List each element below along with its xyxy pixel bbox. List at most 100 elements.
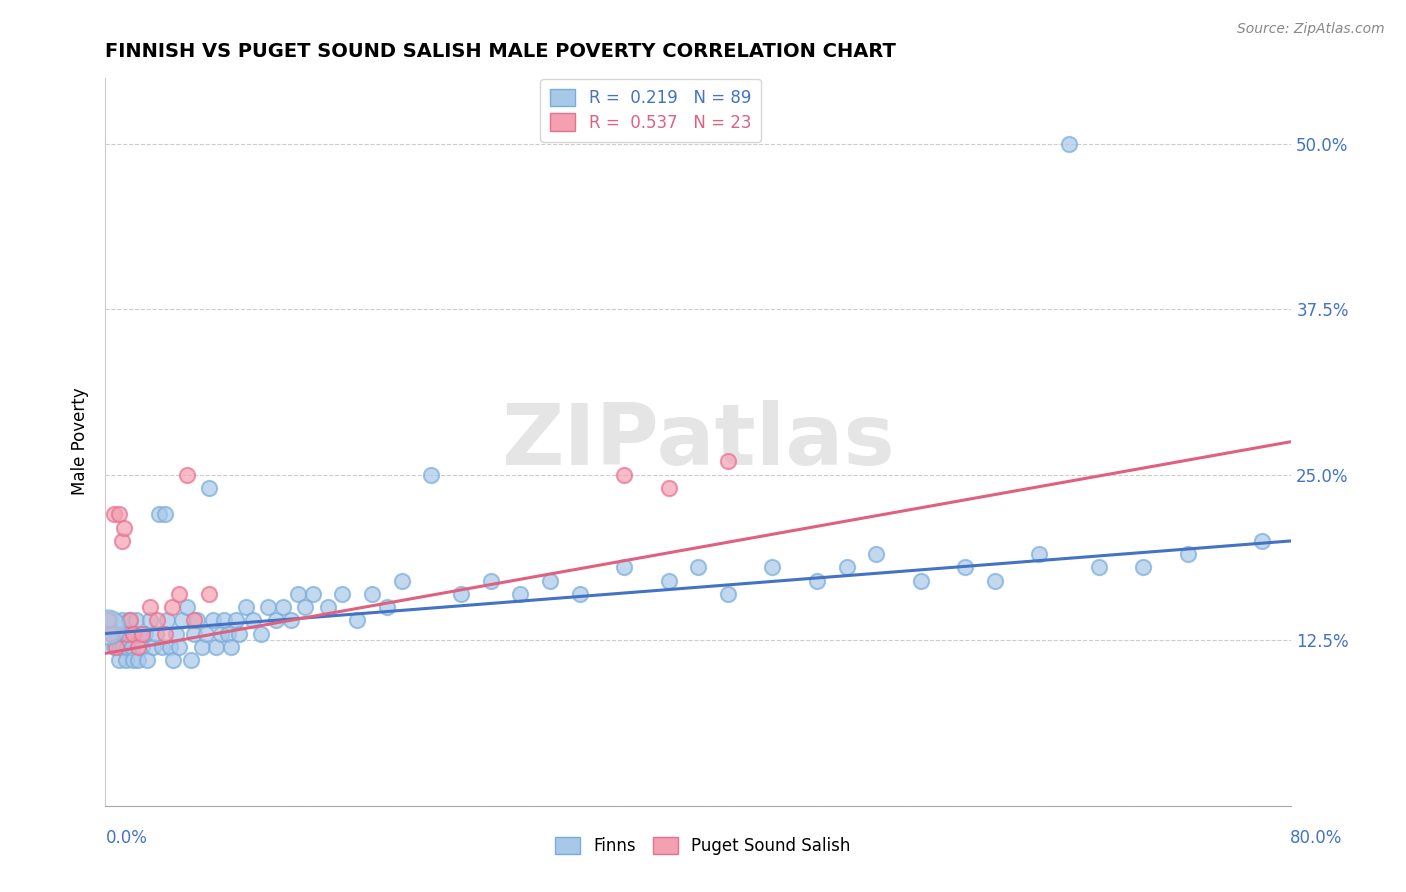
Point bbox=[120, 626, 142, 640]
Point bbox=[153, 626, 176, 640]
Point bbox=[195, 626, 218, 640]
Point bbox=[172, 613, 194, 627]
Point bbox=[212, 613, 235, 627]
Point bbox=[1132, 560, 1154, 574]
Point bbox=[134, 626, 156, 640]
Legend: Finns, Puget Sound Salish: Finns, Puget Sound Salish bbox=[548, 830, 858, 862]
Point bbox=[107, 508, 129, 522]
Point bbox=[717, 587, 740, 601]
Point bbox=[228, 626, 250, 640]
Point bbox=[479, 574, 502, 588]
Point bbox=[301, 587, 323, 601]
Point bbox=[103, 508, 125, 522]
Point bbox=[160, 600, 183, 615]
Point bbox=[115, 653, 138, 667]
Point bbox=[148, 508, 170, 522]
Point bbox=[1087, 560, 1109, 574]
Point bbox=[361, 587, 384, 601]
Point bbox=[205, 640, 228, 654]
Point bbox=[153, 508, 176, 522]
Text: FINNISH VS PUGET SOUND SALISH MALE POVERTY CORRELATION CHART: FINNISH VS PUGET SOUND SALISH MALE POVER… bbox=[105, 42, 896, 61]
Point bbox=[107, 653, 129, 667]
Text: Source: ZipAtlas.com: Source: ZipAtlas.com bbox=[1237, 22, 1385, 37]
Point bbox=[225, 613, 247, 627]
Point bbox=[217, 626, 239, 640]
Point bbox=[110, 613, 132, 627]
Point bbox=[509, 587, 531, 601]
Point bbox=[131, 626, 153, 640]
Point bbox=[111, 640, 134, 654]
Point bbox=[391, 574, 413, 588]
Point bbox=[101, 626, 124, 640]
Point bbox=[865, 547, 887, 561]
Point bbox=[806, 574, 828, 588]
Point bbox=[176, 467, 198, 482]
Point bbox=[613, 467, 636, 482]
Point bbox=[984, 574, 1007, 588]
Point bbox=[176, 600, 198, 615]
Point bbox=[190, 640, 212, 654]
Point bbox=[145, 626, 167, 640]
Point bbox=[953, 560, 976, 574]
Point bbox=[761, 560, 783, 574]
Text: ZIPatlas: ZIPatlas bbox=[502, 401, 896, 483]
Point bbox=[209, 626, 232, 640]
Point bbox=[127, 653, 149, 667]
Point bbox=[142, 640, 165, 654]
Point bbox=[568, 587, 591, 601]
Point bbox=[159, 640, 181, 654]
Point bbox=[717, 454, 740, 468]
Point bbox=[135, 653, 157, 667]
Point bbox=[156, 613, 179, 627]
Point bbox=[316, 600, 339, 615]
Point bbox=[138, 600, 160, 615]
Point bbox=[125, 613, 148, 627]
Point bbox=[169, 640, 191, 654]
Point bbox=[1250, 533, 1272, 548]
Point bbox=[128, 626, 150, 640]
Point bbox=[150, 640, 173, 654]
Point bbox=[658, 481, 681, 495]
Point bbox=[219, 640, 242, 654]
Text: 0.0%: 0.0% bbox=[105, 829, 148, 847]
Point bbox=[271, 600, 294, 615]
Point bbox=[105, 640, 128, 654]
Point bbox=[332, 587, 354, 601]
Point bbox=[1057, 136, 1080, 151]
Point bbox=[108, 640, 131, 654]
Text: 80.0%: 80.0% bbox=[1291, 829, 1343, 847]
Point bbox=[264, 613, 287, 627]
Point bbox=[122, 626, 145, 640]
Point bbox=[100, 626, 122, 640]
Point bbox=[127, 640, 149, 654]
Point bbox=[375, 600, 398, 615]
Point bbox=[104, 640, 127, 654]
Point bbox=[162, 653, 184, 667]
Point bbox=[124, 626, 146, 640]
Point bbox=[169, 587, 191, 601]
Point bbox=[117, 626, 139, 640]
Point bbox=[287, 587, 309, 601]
Y-axis label: Male Poverty: Male Poverty bbox=[72, 388, 89, 495]
Point bbox=[198, 481, 221, 495]
Point bbox=[250, 626, 273, 640]
Point bbox=[165, 626, 187, 640]
Point bbox=[146, 613, 169, 627]
Point bbox=[202, 613, 225, 627]
Point bbox=[450, 587, 472, 601]
Point bbox=[198, 587, 221, 601]
Legend: R =  0.219   N = 89, R =  0.537   N = 23: R = 0.219 N = 89, R = 0.537 N = 23 bbox=[540, 78, 761, 142]
Point bbox=[257, 600, 280, 615]
Point bbox=[118, 613, 141, 627]
Point bbox=[120, 613, 142, 627]
Point bbox=[98, 613, 121, 627]
Point bbox=[186, 613, 208, 627]
Point bbox=[688, 560, 710, 574]
Point bbox=[242, 613, 264, 627]
Point bbox=[420, 467, 443, 482]
Point bbox=[280, 613, 302, 627]
Point bbox=[103, 640, 125, 654]
Point bbox=[346, 613, 368, 627]
Point bbox=[97, 613, 120, 627]
Point bbox=[183, 626, 205, 640]
